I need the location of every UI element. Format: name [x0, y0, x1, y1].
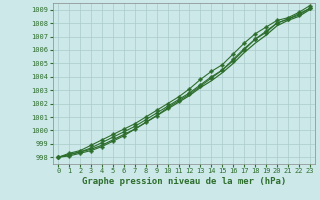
- X-axis label: Graphe pression niveau de la mer (hPa): Graphe pression niveau de la mer (hPa): [82, 177, 286, 186]
